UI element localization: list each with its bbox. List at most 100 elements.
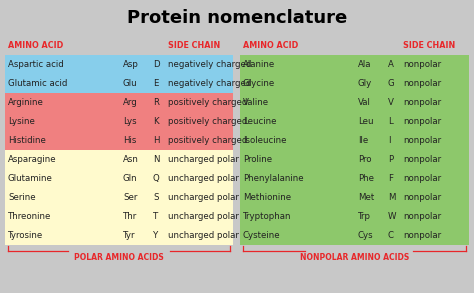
Text: W: W: [388, 212, 396, 221]
Bar: [5, 131, 233, 150]
Text: Glutamic acid: Glutamic acid: [8, 79, 67, 88]
Text: positively charged: positively charged: [168, 98, 247, 107]
Text: Tryptophan: Tryptophan: [243, 212, 292, 221]
Bar: [5, 55, 233, 74]
Text: S: S: [153, 193, 158, 202]
Bar: [240, 226, 469, 245]
Text: Threonine: Threonine: [8, 212, 51, 221]
Text: nonpolar: nonpolar: [403, 212, 441, 221]
Bar: [5, 169, 233, 188]
Text: Tyr: Tyr: [123, 231, 136, 240]
Text: nonpolar: nonpolar: [403, 60, 441, 69]
Text: nonpolar: nonpolar: [403, 193, 441, 202]
Text: Asn: Asn: [123, 155, 139, 164]
Text: Leucine: Leucine: [243, 117, 276, 126]
Text: positively charged: positively charged: [168, 136, 247, 145]
Text: Lys: Lys: [123, 117, 137, 126]
Text: Trp: Trp: [358, 212, 371, 221]
Text: D: D: [153, 60, 160, 69]
Text: A: A: [388, 60, 394, 69]
Text: Isoleucine: Isoleucine: [243, 136, 286, 145]
Text: Gly: Gly: [358, 79, 372, 88]
Text: Cys: Cys: [358, 231, 374, 240]
Text: Ala: Ala: [358, 60, 372, 69]
Text: Asp: Asp: [123, 60, 139, 69]
Text: Ile: Ile: [358, 136, 368, 145]
Text: P: P: [388, 155, 393, 164]
Text: Met: Met: [358, 193, 374, 202]
Text: Q: Q: [153, 174, 160, 183]
Text: Phe: Phe: [358, 174, 374, 183]
Text: nonpolar: nonpolar: [403, 136, 441, 145]
Text: uncharged polar: uncharged polar: [168, 155, 239, 164]
Text: Asparagine: Asparagine: [8, 155, 56, 164]
Text: Protein nomenclature: Protein nomenclature: [127, 9, 347, 27]
Text: H: H: [153, 136, 159, 145]
Text: Glycine: Glycine: [243, 79, 275, 88]
Text: F: F: [388, 174, 393, 183]
Text: positively charged: positively charged: [168, 117, 247, 126]
Text: uncharged polar: uncharged polar: [168, 193, 239, 202]
Text: POLAR AMINO ACIDS: POLAR AMINO ACIDS: [74, 253, 164, 263]
Text: uncharged polar: uncharged polar: [168, 231, 239, 240]
Text: nonpolar: nonpolar: [403, 117, 441, 126]
Text: M: M: [388, 193, 395, 202]
Text: nonpolar: nonpolar: [403, 231, 441, 240]
Text: Arg: Arg: [123, 98, 138, 107]
Bar: [5, 226, 233, 245]
Text: Valine: Valine: [243, 98, 269, 107]
Text: Val: Val: [358, 98, 371, 107]
Bar: [240, 207, 469, 226]
Text: Ser: Ser: [123, 193, 137, 202]
Bar: [5, 112, 233, 131]
Text: uncharged polar: uncharged polar: [168, 212, 239, 221]
Text: NONPOLAR AMINO ACIDS: NONPOLAR AMINO ACIDS: [300, 253, 409, 263]
Text: Alanine: Alanine: [243, 60, 275, 69]
Text: His: His: [123, 136, 137, 145]
Text: V: V: [388, 98, 394, 107]
Text: Gln: Gln: [123, 174, 137, 183]
Text: nonpolar: nonpolar: [403, 98, 441, 107]
Text: Serine: Serine: [8, 193, 36, 202]
Text: uncharged polar: uncharged polar: [168, 174, 239, 183]
Text: nonpolar: nonpolar: [403, 155, 441, 164]
Text: Lysine: Lysine: [8, 117, 35, 126]
Text: Methionine: Methionine: [243, 193, 291, 202]
Bar: [240, 74, 469, 93]
Text: I: I: [388, 136, 391, 145]
Bar: [5, 93, 233, 112]
Bar: [5, 150, 233, 169]
Text: Histidine: Histidine: [8, 136, 46, 145]
Text: Aspartic acid: Aspartic acid: [8, 60, 64, 69]
Bar: [240, 112, 469, 131]
Text: SIDE CHAIN: SIDE CHAIN: [403, 40, 455, 50]
Text: Tyrosine: Tyrosine: [8, 231, 43, 240]
Text: N: N: [153, 155, 159, 164]
Bar: [240, 169, 469, 188]
Bar: [5, 188, 233, 207]
Text: Phenylalanine: Phenylalanine: [243, 174, 304, 183]
Bar: [5, 74, 233, 93]
Text: nonpolar: nonpolar: [403, 79, 441, 88]
Text: nonpolar: nonpolar: [403, 174, 441, 183]
Bar: [240, 55, 469, 74]
Text: Cysteine: Cysteine: [243, 231, 281, 240]
Text: K: K: [153, 117, 159, 126]
Text: E: E: [153, 79, 158, 88]
Bar: [240, 150, 469, 169]
Text: C: C: [388, 231, 394, 240]
Bar: [5, 207, 233, 226]
Text: AMINO ACID: AMINO ACID: [8, 40, 63, 50]
Text: R: R: [153, 98, 159, 107]
Bar: [240, 188, 469, 207]
Text: L: L: [388, 117, 393, 126]
Text: Proline: Proline: [243, 155, 272, 164]
Text: negatively charged: negatively charged: [168, 79, 251, 88]
Text: Y: Y: [153, 231, 158, 240]
Text: Arginine: Arginine: [8, 98, 44, 107]
Bar: [240, 131, 469, 150]
Text: AMINO ACID: AMINO ACID: [243, 40, 298, 50]
Text: SIDE CHAIN: SIDE CHAIN: [168, 40, 220, 50]
Text: Leu: Leu: [358, 117, 374, 126]
Text: Thr: Thr: [123, 212, 137, 221]
